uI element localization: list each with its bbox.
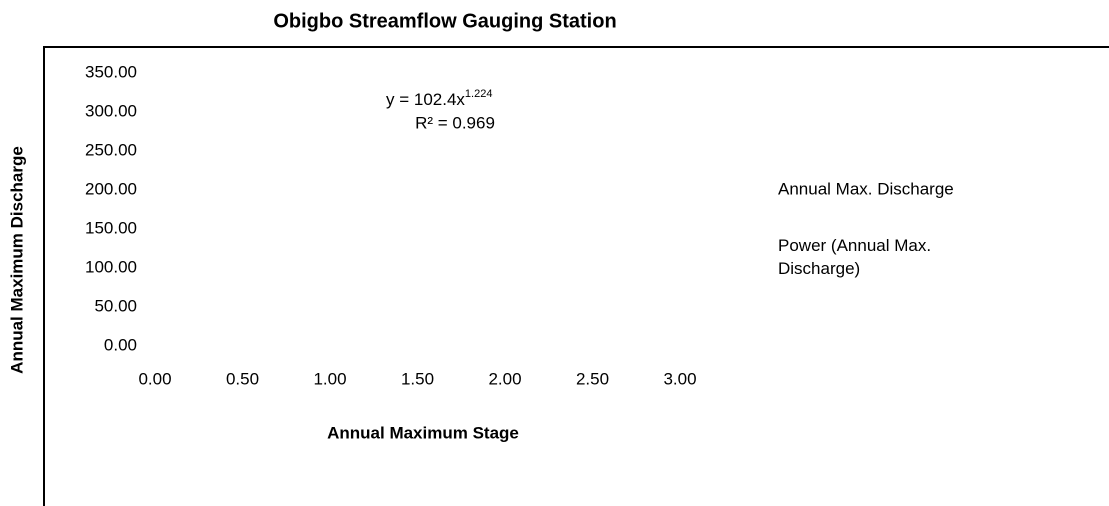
x-tick-label: 1.50 [401, 369, 434, 388]
x-tick-label: 0.50 [226, 369, 259, 388]
y-tick-label: 150.00 [85, 218, 137, 237]
equation-exponent: 1.224 [465, 88, 493, 100]
x-tick-label: 2.50 [576, 369, 609, 388]
y-tick-label: 250.00 [85, 140, 137, 159]
legend-entry: Power (Annual Max. Discharge) [778, 236, 931, 278]
equation-text: y = 102.4x [386, 90, 465, 109]
y-tick-label: 350.00 [85, 62, 137, 81]
y-tick-label: 300.00 [85, 101, 137, 120]
x-tick-label: 0.00 [138, 369, 171, 388]
y-tick-label: 100.00 [85, 257, 137, 276]
x-tick-label: 2.00 [488, 369, 521, 388]
x-tick-label: 3.00 [663, 369, 696, 388]
y-tick-label: 200.00 [85, 179, 137, 198]
y-tick-label: 50.00 [94, 296, 137, 315]
trend-equation: y = 102.4x1.224 [386, 88, 492, 110]
y-tick-label: 0.00 [104, 335, 137, 354]
r-squared: R² = 0.969 [415, 113, 495, 132]
legend-entry: Annual Max. Discharge [778, 179, 954, 198]
y-axis-title: Annual Maximum Discharge [7, 146, 26, 374]
x-axis-title: Annual Maximum Stage [327, 423, 519, 442]
chart-title: Obigbo Streamflow Gauging Station [273, 10, 616, 32]
x-tick-label: 1.00 [313, 369, 346, 388]
